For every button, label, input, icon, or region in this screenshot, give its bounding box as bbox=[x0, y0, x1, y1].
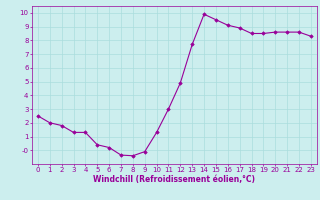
X-axis label: Windchill (Refroidissement éolien,°C): Windchill (Refroidissement éolien,°C) bbox=[93, 175, 255, 184]
